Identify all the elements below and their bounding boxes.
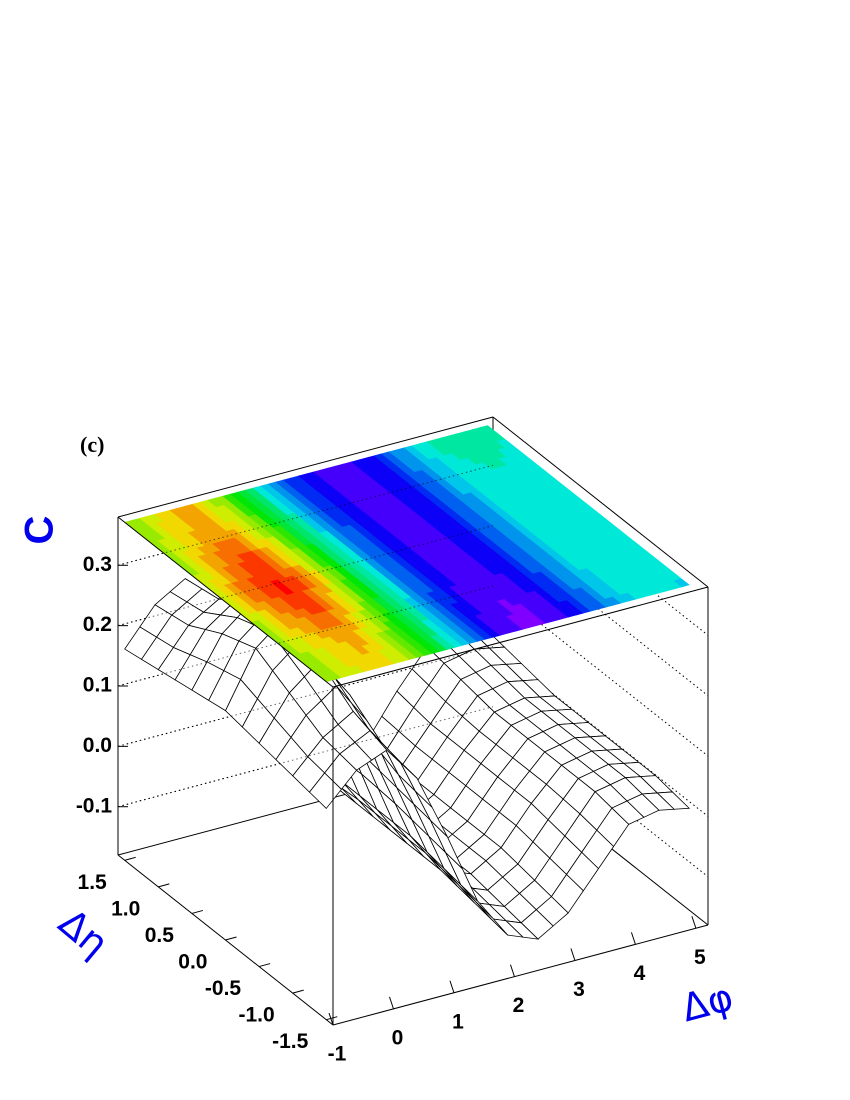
x-tick-label: 0	[392, 1026, 404, 1049]
box-edge	[332, 586, 709, 688]
y-tick	[258, 963, 271, 968]
x-axis-label: Δφ	[677, 975, 738, 1031]
box-edge	[117, 854, 334, 1026]
z-tick-label: 0.1	[83, 674, 113, 697]
annotation: (c)	[80, 432, 104, 457]
y-tick	[124, 856, 136, 861]
x-tick	[328, 1012, 334, 1026]
y-tick	[292, 989, 304, 994]
y-tick-label: -0.5	[205, 977, 242, 1000]
y-tick	[326, 1016, 338, 1021]
grid-line	[117, 706, 494, 808]
y-tick-label: -1.5	[272, 1030, 309, 1053]
y-axis-label: Δη	[50, 900, 117, 966]
x-tick-label: 3	[573, 978, 585, 1001]
y-tick-label: 1.5	[78, 871, 108, 894]
z-tick-label: -0.1	[76, 794, 113, 817]
frame	[117, 416, 709, 1026]
x-tick-label: 1	[452, 1010, 464, 1033]
box-edge	[492, 416, 709, 588]
z-tick-label: 0.3	[83, 553, 112, 576]
x-tick-label: -1	[328, 1043, 347, 1066]
x-tick-label: 5	[694, 946, 706, 969]
z-axis-label: C	[18, 516, 62, 545]
z-tick-label: 0.2	[83, 613, 112, 636]
z-tick-label: 0.0	[83, 734, 112, 757]
y-tick	[225, 936, 237, 941]
x-tick	[630, 932, 636, 945]
box-edge	[117, 516, 334, 688]
x-tick	[449, 980, 455, 993]
grid-line	[117, 645, 494, 747]
x-tick-label: 2	[513, 994, 525, 1017]
grid-line	[117, 585, 494, 687]
x-tick	[389, 996, 394, 1010]
x-tick	[570, 948, 576, 961]
x-tick-label: 4	[634, 962, 646, 985]
grid-line	[117, 464, 494, 566]
grid-line	[117, 525, 494, 627]
y-tick	[158, 883, 170, 888]
contour-plane	[117, 425, 690, 808]
x-tick	[509, 964, 515, 977]
contour-cell	[479, 425, 497, 435]
x-tick	[691, 916, 697, 929]
box-edge	[332, 924, 709, 1026]
y-tick	[191, 909, 204, 914]
box-edge	[117, 416, 494, 518]
y-tick-label: 0.0	[178, 951, 207, 974]
y-tick-label: -1.0	[239, 1004, 275, 1027]
y-tick-label: 1.0	[111, 897, 140, 920]
y-tick-label: 0.5	[145, 924, 175, 947]
